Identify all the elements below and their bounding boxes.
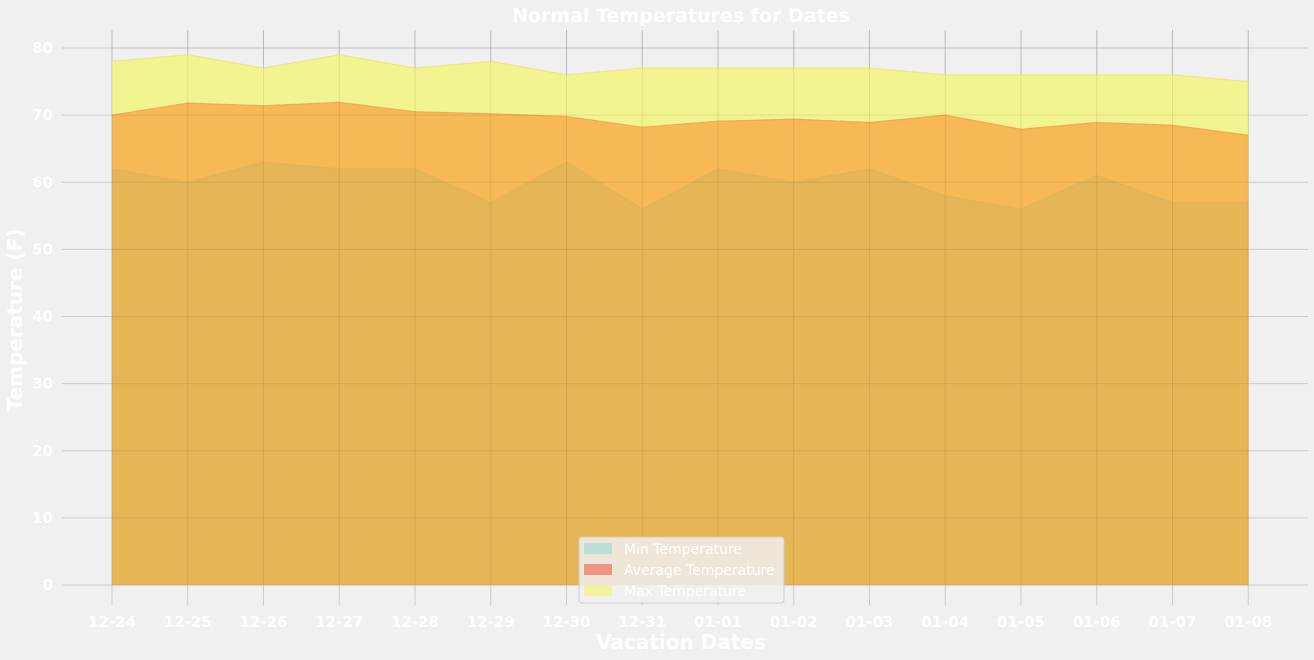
x-tick-label-01-04: 01-04 <box>921 613 969 631</box>
legend: Min Temperature Average Temperature Max … <box>578 536 785 604</box>
tick-labels: 0 10 20 30 40 50 60 70 80 12-24 12-25 12-26 12-27 12-… <box>32 39 1272 631</box>
area-average-temperature-edge <box>111 101 1249 136</box>
x-tick-label-01-01: 01-01 <box>694 613 742 631</box>
y-tick-label-0: 0 <box>43 576 53 594</box>
y-tick-label-80: 80 <box>32 39 53 57</box>
x-tick-label-12-24: 12-24 <box>88 613 136 631</box>
x-tick-label-12-27: 12-27 <box>315 613 363 631</box>
x-axis-label: Vacation Dates <box>596 630 766 654</box>
y-tick-label-10: 10 <box>32 509 53 527</box>
y-tick-label-50: 50 <box>32 240 53 258</box>
x-tick-label-01-08: 01-08 <box>1224 613 1272 631</box>
x-tick-label-12-26: 12-26 <box>240 613 288 631</box>
legend-swatch-min <box>584 543 612 554</box>
y-tick-label-20: 20 <box>32 442 53 460</box>
x-tick-label-01-06: 01-06 <box>1073 613 1121 631</box>
x-tick-label-12-30: 12-30 <box>543 613 591 631</box>
legend-label-min: Min Temperature <box>624 542 742 558</box>
legend-label-max: Max Temperature <box>624 584 746 600</box>
x-tick-label-01-02: 01-02 <box>770 613 818 631</box>
x-tick-label-01-05: 01-05 <box>997 613 1045 631</box>
legend-box <box>578 536 785 604</box>
y-tick-label-40: 40 <box>32 308 53 326</box>
chart-title: Normal Temperatures for Dates <box>512 5 850 27</box>
x-tick-label-12-29: 12-29 <box>467 613 515 631</box>
area-max-temperature-edge <box>111 54 1249 83</box>
y-tick-label-70: 70 <box>32 106 53 124</box>
x-tick-label-12-25: 12-25 <box>164 613 212 631</box>
y-axis-label: Temperature (F) <box>3 229 27 412</box>
x-tick-label-12-28: 12-28 <box>391 613 439 631</box>
legend-swatch-average <box>584 564 612 575</box>
x-tick-label-01-03: 01-03 <box>846 613 894 631</box>
x-tick-label-01-07: 01-07 <box>1149 613 1197 631</box>
area-min-temperature-edge <box>111 161 1249 210</box>
y-tick-label-60: 60 <box>32 173 53 191</box>
legend-swatch-max <box>584 585 612 596</box>
y-tick-label-30: 30 <box>32 375 53 393</box>
legend-label-average: Average Temperature <box>624 563 775 579</box>
area-min-temperature <box>112 162 1249 586</box>
x-tick-label-12-31: 12-31 <box>618 613 666 631</box>
area-layer <box>111 30 1249 586</box>
